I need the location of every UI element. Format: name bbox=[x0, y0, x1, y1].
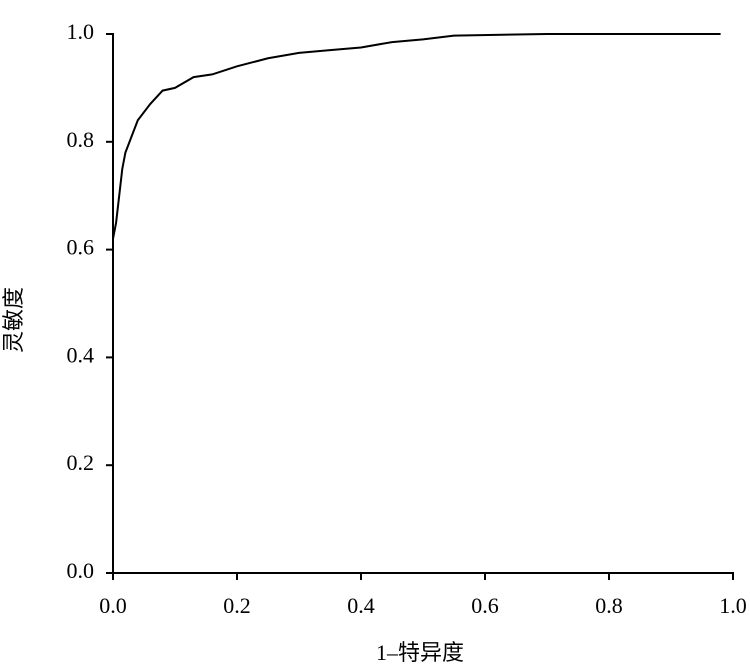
x-axis-label: 1–特异度 bbox=[376, 640, 464, 665]
y-tick-label: 1.0 bbox=[67, 19, 95, 44]
y-tick-label: 0.4 bbox=[67, 342, 95, 367]
y-tick-label: 0.0 bbox=[67, 558, 95, 583]
y-tick-label: 0.8 bbox=[67, 127, 95, 152]
x-tick-label: 0.4 bbox=[347, 593, 375, 618]
x-tick-label: 0.2 bbox=[223, 593, 251, 618]
x-tick-label: 0.8 bbox=[595, 593, 623, 618]
x-tick-label: 1.0 bbox=[719, 593, 747, 618]
y-axis-label: 灵敏度 bbox=[1, 287, 26, 353]
y-tick-label: 0.6 bbox=[67, 235, 95, 260]
roc-line bbox=[112, 33, 721, 240]
x-tick-label: 0.6 bbox=[471, 593, 499, 618]
x-tick-label: 0.0 bbox=[99, 593, 127, 618]
y-tick-label: 0.2 bbox=[67, 450, 95, 475]
